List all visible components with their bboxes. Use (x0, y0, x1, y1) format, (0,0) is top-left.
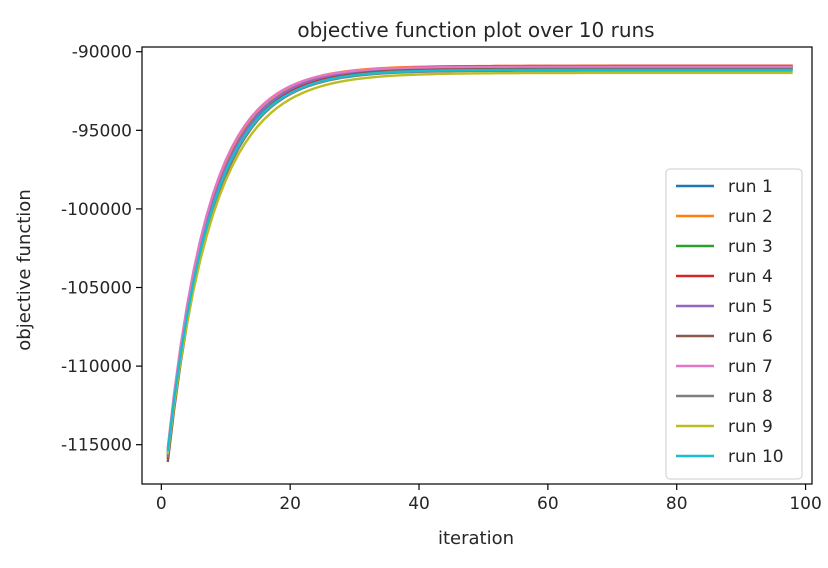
series-line-run-7 (166, 65, 793, 448)
y-tick-label: -95000 (72, 121, 132, 141)
x-axis-ticks: 0 20 40 60 80 100 (156, 484, 822, 514)
legend-label-run-8: run 8 (728, 387, 773, 407)
x-tick-label: 0 (156, 494, 167, 514)
legend-label-run-9: run 9 (728, 417, 773, 437)
plot-lines (166, 64, 793, 463)
legend-label-run-2: run 2 (728, 207, 773, 227)
y-tick-label: -90000 (72, 43, 132, 63)
y-axis-ticks: -90000 -95000 -100000 -105000 -110000 -115000 (61, 43, 142, 456)
x-tick-label: 60 (537, 494, 559, 514)
y-axis-label: objective function (14, 189, 35, 350)
legend-label-run-7: run 7 (728, 357, 773, 377)
chart-title: objective function plot over 10 runs (297, 18, 654, 42)
x-tick-label: 100 (789, 494, 821, 514)
legend-label-run-6: run 6 (728, 327, 773, 347)
x-tick-label: 20 (279, 494, 301, 514)
legend-label-run-3: run 3 (728, 237, 773, 257)
x-tick-label: 40 (408, 494, 430, 514)
y-tick-label: -100000 (61, 200, 132, 220)
legend-label-run-1: run 1 (728, 177, 773, 197)
y-tick-label: -105000 (61, 279, 132, 299)
legend-label-run-10: run 10 (728, 447, 784, 467)
plot-frame (141, 46, 813, 485)
legend: run 1 run 2 run 3 run 4 run 5 run 6 run 7 run 8… (665, 168, 803, 480)
series-line-run-9 (166, 71, 793, 455)
legend-label-run-4: run 4 (728, 267, 773, 287)
x-tick-label: 80 (666, 494, 688, 514)
series-line-run-10 (166, 68, 793, 452)
legend-label-run-5: run 5 (728, 297, 773, 317)
x-axis-label: iteration (438, 528, 514, 549)
y-tick-label: -115000 (61, 436, 132, 456)
y-tick-label: -110000 (61, 357, 132, 377)
